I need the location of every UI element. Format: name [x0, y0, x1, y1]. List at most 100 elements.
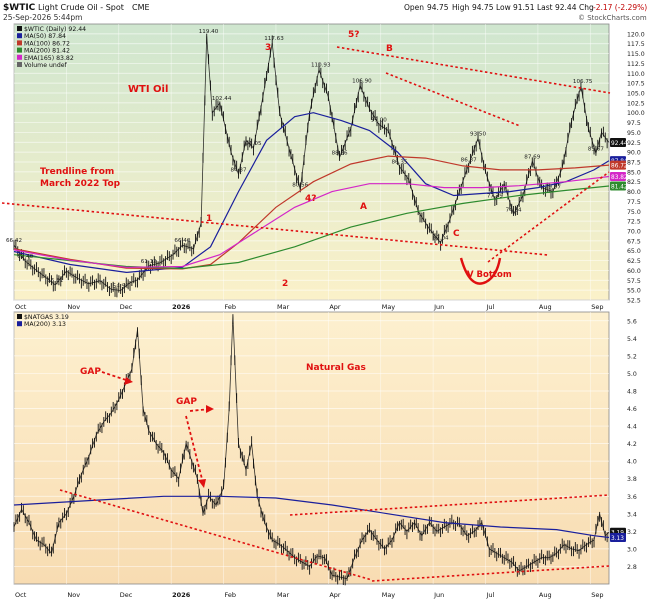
oil-y-tick-label: 82.5 — [627, 179, 641, 186]
natgas-trendlines — [59, 489, 610, 582]
oil-y-tick-label: 110.0 — [627, 71, 645, 78]
wave-label-5: 5? — [348, 30, 359, 40]
natgas-y-tick-label: 4.2 — [627, 441, 637, 448]
gap-arrowhead-2 — [206, 405, 214, 413]
header-high: 94.75 — [472, 3, 494, 12]
oil-month-label: Oct — [15, 303, 27, 311]
oil-legend-swatch — [17, 33, 22, 39]
header-name: Light Crude Oil - Spot — [38, 3, 124, 12]
natgas-month-label: Oct — [15, 591, 27, 599]
trendline-label-1: Trendline from — [40, 167, 114, 177]
oil-price-label: 74.24 — [506, 207, 522, 213]
natgas-price-tags: 3.193.13 — [610, 527, 626, 542]
oil-y-tick-label: 120.0 — [627, 31, 645, 38]
oil-price-label: 89.67 — [588, 146, 604, 152]
trendline-march-2022 — [1, 202, 549, 256]
oil-month-label: Jun — [433, 303, 444, 311]
oil-series — [13, 33, 610, 298]
oil-ma-line — [13, 175, 610, 268]
natgas-legend-entry: MA(200) 3.13 — [24, 321, 66, 328]
natgas-legend-swatch — [17, 314, 22, 319]
natgas-y-tick-label: 5.4 — [627, 336, 637, 343]
natgas-month-label: Sep — [591, 591, 603, 599]
oil-price-labels: 66.42 62.40 56.31 54.90 61.12 66.40 119.40 102.… — [6, 29, 604, 289]
natgas-y-tick-label: 3.0 — [627, 546, 637, 553]
oil-month-label: 2026 — [172, 303, 191, 311]
oil-grid — [13, 24, 609, 301]
v-bottom-label: V Bottom — [467, 270, 512, 280]
oil-y-tick-label: 105.0 — [627, 91, 645, 98]
natgas-month-label: Jul — [486, 591, 495, 599]
v-bottom-curve — [459, 257, 502, 285]
oil-y-tick-label: 85.0 — [627, 169, 641, 176]
header-exchange: CME — [132, 3, 150, 12]
oil-price-tag-box — [610, 160, 626, 170]
header-open: 94.75 — [427, 3, 449, 12]
oil-price-label: 106.75 — [573, 79, 593, 85]
header-last: 92.44 — [555, 3, 577, 12]
oil-price-label: 66.42 — [6, 238, 22, 244]
oil-price-tag-box — [610, 181, 626, 191]
oil-price-tag: 92.44 — [610, 138, 628, 148]
header-symbol: $WTIC — [3, 3, 36, 13]
header-last-label: Last — [537, 3, 553, 12]
natgas-y-tick-label: 3.8 — [627, 476, 637, 483]
natgas-price-line — [13, 316, 610, 580]
oil-price-label: 91.05 — [245, 141, 261, 147]
oil-price-label: 77.79 — [487, 193, 503, 199]
natgas-title: Natural Gas — [306, 363, 366, 373]
natgas-y-tick-label: 4.4 — [627, 424, 637, 431]
header-chg-label: Chg — [579, 3, 594, 12]
oil-price-label: 54.90 — [113, 284, 129, 290]
oil-price-tag-value: 83.82 — [611, 175, 628, 181]
natgas-month-label: May — [382, 591, 396, 599]
oil-price-tag-value: 86.72 — [611, 163, 628, 169]
oil-month-label: Apr — [329, 303, 341, 311]
wave-label-2: 2 — [282, 279, 288, 289]
oil-price-label: 97.00 — [371, 118, 387, 124]
oil-legend-entry: MA(100) 86.72 — [24, 40, 70, 47]
gap-arrow-3 — [185, 415, 204, 484]
oil-price-tag-box — [610, 138, 626, 148]
header-open-label: Open — [404, 3, 424, 12]
natgas-legend-entry: $NATGAS 3.19 — [24, 314, 69, 321]
oil-price-label: 79.97 — [545, 185, 561, 191]
natgas-y-tick-label: 5.6 — [627, 318, 637, 325]
oil-price-tag: 86.72 — [610, 160, 628, 170]
gap-arrow-1 — [101, 371, 130, 382]
oil-y-tick-label: 112.5 — [627, 61, 645, 68]
oil-month-label: Dec — [120, 303, 133, 311]
natgas-legend-swatch — [17, 321, 22, 327]
natgas-channel-top — [289, 494, 610, 516]
oil-y-tick-label: 92.5 — [627, 140, 641, 147]
oil-legend-entry: Volume undef — [24, 62, 68, 69]
oil-month-label: May — [382, 303, 396, 311]
natgas-month-label: 2026 — [172, 591, 191, 599]
oil-ma-line — [13, 112, 610, 274]
oil-y-tick-label: 117.5 — [627, 41, 645, 48]
wave-label-a: A — [360, 202, 367, 212]
natgas-downtrend — [59, 489, 373, 581]
natgas-y-tick-label: 5.2 — [627, 353, 637, 360]
natgas-y-tick-label: 3.6 — [627, 494, 637, 501]
oil-ma-line — [13, 155, 610, 270]
oil-y-tick-label: 87.5 — [627, 160, 641, 167]
natgas-panel — [13, 311, 610, 585]
oil-price-label: 67.04 — [433, 236, 449, 242]
oil-y-tick-label: 90.0 — [627, 150, 641, 157]
gap-arrowhead-1 — [124, 377, 133, 385]
oil-price-tag-value: 92.44 — [611, 141, 628, 147]
trendline-b-resistance — [336, 46, 611, 94]
gap-arrowhead-3 — [198, 479, 206, 488]
oil-price-tag-box — [610, 172, 626, 182]
natgas-y-tick-label: 4.0 — [627, 459, 637, 466]
oil-y-tick-label: 67.5 — [627, 238, 641, 245]
natgas-month-label: Feb — [225, 591, 237, 599]
oil-y-tick-label: 80.0 — [627, 189, 641, 196]
natgas-series — [13, 314, 610, 586]
oil-price-label: 61.12 — [141, 259, 157, 265]
natgas-y-tick-label: 3.4 — [627, 511, 637, 518]
natgas-y-tick-label: 4.8 — [627, 388, 637, 395]
